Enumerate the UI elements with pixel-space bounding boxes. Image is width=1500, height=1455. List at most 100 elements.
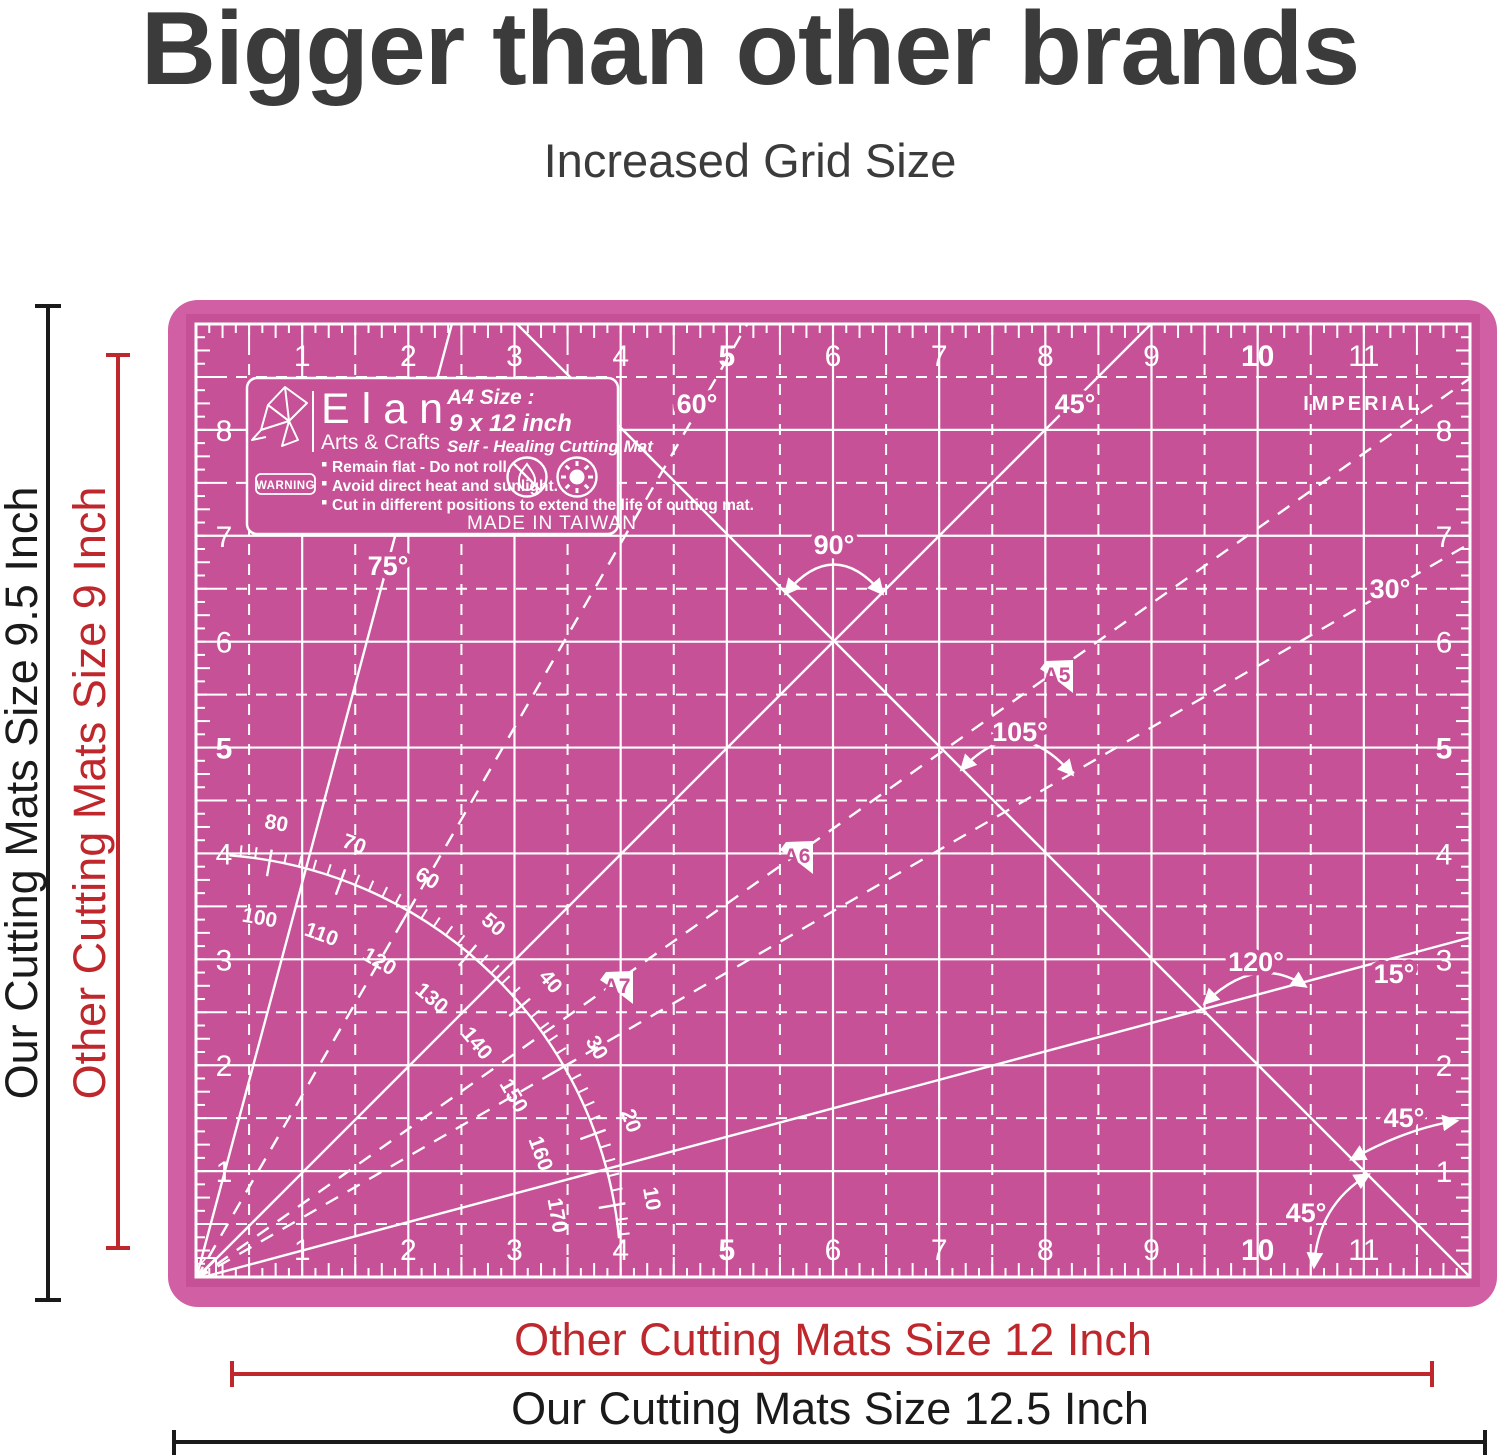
ruler-number: 8 [216,415,233,448]
protractor-number: 10 [638,1185,665,1212]
angle-label: 45° [1055,389,1096,419]
dim-our-width-label: Our Cutting Mats Size 12.5 Inch [511,1383,1149,1434]
protractor-number: 80 [263,810,290,837]
dim-other-height-label: Other Cutting Mats Size 9 Inch [64,486,115,1100]
angle-label: 15° [1374,959,1415,989]
ruler-number: 8 [1436,415,1453,448]
angle-label: 45° [1384,1103,1425,1133]
ruler-number: 3 [1436,944,1453,977]
origin-mark [196,1257,217,1278]
dim-our-height-label: Our Cutting Mats Size 9.5 Inch [0,486,47,1100]
angle-annotation: 90° [783,526,885,596]
ruler-number: 4 [612,1234,629,1267]
ruler-number: 11 [1348,340,1379,373]
angle-annotation: 105° [959,713,1075,777]
diagonal-line [516,324,1469,1277]
ruler-number: 2 [216,1050,233,1083]
dim-other-height-cap-bottom [106,1246,130,1250]
ruler-number: 3 [216,944,233,977]
ruler-number: 8 [1037,1234,1054,1267]
dim-our-height-cap-top [35,304,61,308]
angle-label: 105° [992,717,1048,747]
ruler-number: 5 [216,733,233,766]
dim-our-width-cap-right [1483,1430,1487,1455]
ruler-number: 1 [294,340,311,373]
ruler-number: 6 [1436,627,1453,660]
dim-our-height-line [46,304,50,1302]
dim-other-width-cap-left [230,1361,234,1387]
ruler-number: 8 [1037,340,1054,373]
ruler-number: 7 [931,340,948,373]
no-sun-icon [556,456,598,498]
made-in-label: MADE IN TAIWAN [467,513,637,534]
mat-product-name: Self - Healing Cutting Mat [447,437,654,456]
imperial-label: IMPERIAL [1303,393,1423,415]
ruler-number: 6 [216,627,233,660]
dim-other-width-cap-right [1430,1361,1434,1387]
ruler-number: 7 [931,1234,948,1267]
angle-label: 75° [368,551,409,581]
ruler-number: 6 [825,340,842,373]
dim-other-height-line [116,353,120,1250]
ruler-number: 7 [1436,521,1453,554]
ruler-number: 3 [506,1234,523,1267]
ruler-number: 5 [718,340,735,373]
ruler-number: 2 [1436,1050,1453,1083]
no-fire-icon [506,456,548,498]
paper-size-flag: A5 [1040,660,1073,693]
brand-tagline: Arts & Crafts [321,431,440,454]
ruler-number: 4 [1436,838,1453,871]
angle-label: 45° [1286,1198,1327,1228]
ruler-number: 6 [825,1234,842,1267]
angle-annotation: 120° [1202,943,1308,1006]
dim-our-width-cap-left [172,1430,176,1455]
ruler-number: 5 [718,1234,735,1267]
ruler-number: 10 [1241,1234,1274,1267]
ruler-number: 1 [294,1234,311,1267]
ruler-number: 2 [400,340,417,373]
origami-logo-icon [251,386,308,447]
brand-name: Elan [321,385,455,433]
page-title: Bigger than other brands [140,0,1360,107]
dim-other-height-cap-top [106,353,130,357]
ruler-number: 2 [400,1234,417,1267]
mat-size-label: A4 Size : [446,386,535,409]
paper-size-flag: A7 [600,971,633,1004]
ruler-number: 11 [1348,1234,1379,1267]
warning-item: Remain flat - Do not roll. [332,459,511,476]
ruler-number: 7 [216,521,233,554]
paper-size-label: A6 [784,845,811,868]
angle-label: 60° [677,389,718,419]
angle-annotation: 45° [1281,1173,1371,1270]
ruler-number: 9 [1143,340,1160,373]
warning-label: WARNING [256,480,315,492]
dim-other-width-label: Other Cutting Mats Size 12 Inch [514,1314,1152,1365]
ruler-number: 1 [1436,1156,1453,1189]
ruler-number: 5 [1436,733,1453,766]
ruler-number: 9 [1143,1234,1160,1267]
ruler-number: 1 [216,1156,233,1189]
angle-label: 90° [814,530,855,560]
dim-our-height-cap-bottom [35,1298,61,1302]
warning-box [255,473,316,495]
ruler-number: 4 [612,340,629,373]
ruler-number: 10 [1241,340,1274,373]
ruler-number: 3 [506,340,523,373]
mat-size-value: 9 x 12 inch [449,410,572,437]
angle-annotation: 45° [1349,1099,1460,1161]
warning-item: Avoid direct heat and sunlight. [332,478,558,495]
ruler-ticks [195,323,1471,1278]
ruler-number: 4 [216,838,233,871]
dim-other-width-line [230,1372,1434,1376]
angle-label: 30° [1370,574,1411,604]
paper-size-label: A5 [1044,664,1071,687]
paper-size-flag: A6 [780,841,813,874]
page-subtitle: Increased Grid Size [543,134,957,187]
angle-label: 120° [1228,947,1284,977]
paper-size-label: A7 [604,975,631,998]
